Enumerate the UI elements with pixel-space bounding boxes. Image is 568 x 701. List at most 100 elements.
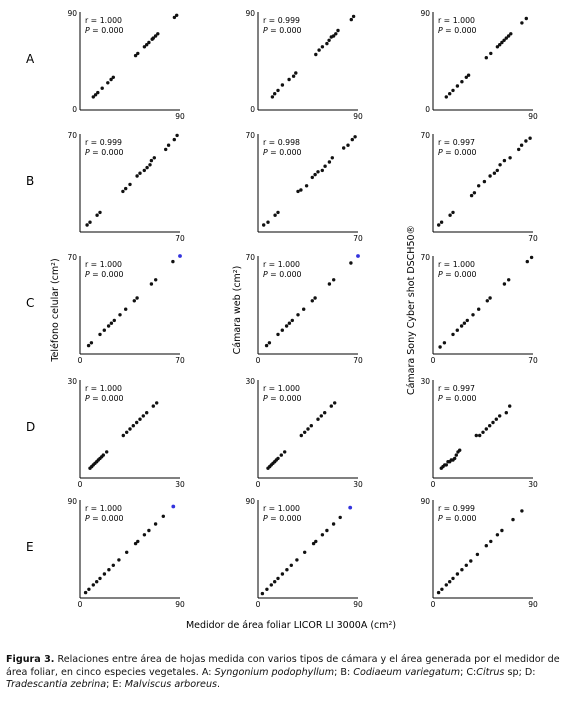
- p-value-d-3: P = 0.000: [438, 394, 477, 403]
- data-point-a-1: [145, 43, 149, 47]
- x-tick-max-e-1: 90: [175, 600, 185, 609]
- data-point-d-2: [316, 417, 320, 421]
- data-point-b-3: [469, 193, 474, 198]
- p-value-b-2: P = 0.000: [263, 148, 302, 157]
- data-point-a-3: [509, 32, 513, 36]
- data-point-a-1: [153, 34, 158, 38]
- x-tick-max-a-2: 90: [353, 112, 363, 121]
- data-point-a-1: [151, 36, 155, 40]
- data-point-e-1: [102, 572, 107, 576]
- data-point-e-2: [338, 515, 342, 520]
- data-point-c-3: [462, 321, 467, 325]
- highlight-point-c-1: [178, 254, 182, 258]
- x-tick-max-b-1: 70: [175, 234, 185, 243]
- data-point-a-1: [172, 15, 177, 20]
- caption-text: ; E:: [106, 679, 125, 691]
- data-point-b-2: [262, 223, 266, 227]
- data-point-d-1: [151, 404, 155, 408]
- caption-species-e: Malviscus arboreus: [124, 679, 218, 691]
- y-tick-max-c-3: 70: [420, 253, 430, 262]
- data-point-b-2: [273, 213, 277, 217]
- p-symbol: P: [438, 148, 443, 157]
- p-symbol: P: [85, 26, 90, 35]
- x-tick-max-b-2: 70: [353, 234, 363, 243]
- p-value-e-3: P = 0.000: [438, 514, 477, 523]
- p-symbol: P: [263, 514, 268, 523]
- data-point-a-2: [331, 34, 336, 38]
- data-point-c-1: [112, 318, 117, 323]
- data-point-d-2: [323, 411, 327, 415]
- data-point-b-2: [342, 146, 346, 150]
- caption-text: sp; D:: [504, 666, 536, 678]
- data-point-c-2: [313, 296, 317, 300]
- data-point-a-3: [466, 73, 471, 77]
- p-symbol: P: [263, 26, 268, 35]
- data-point-b-1: [149, 158, 154, 163]
- r-value-c-3: r = 1.000: [438, 260, 475, 269]
- data-point-e-1: [87, 587, 91, 591]
- figure-caption: Figura 3. Relaciones entre área de hojas…: [6, 654, 562, 692]
- data-point-d-3: [484, 427, 488, 431]
- data-point-c-1: [135, 296, 139, 300]
- data-point-e-3: [475, 552, 480, 557]
- data-point-b-3: [472, 191, 477, 195]
- data-point-b-1: [121, 189, 125, 194]
- data-point-a-3: [484, 56, 488, 60]
- y-tick-max-e-3: 90: [420, 497, 430, 506]
- data-point-e-3: [484, 544, 488, 548]
- data-point-d-1: [138, 417, 142, 421]
- x-tick-max-c-2: 70: [353, 356, 363, 365]
- y-tick-max-c-2: 70: [245, 253, 255, 262]
- data-point-d-2: [299, 433, 303, 438]
- data-point-a-3: [506, 34, 511, 38]
- r-value-d-2: r = 1.000: [263, 384, 300, 393]
- data-point-e-3: [469, 559, 473, 563]
- data-point-b-3: [482, 179, 487, 184]
- data-point-d-1: [145, 411, 149, 415]
- x-tick-max-a-1: 90: [175, 112, 185, 121]
- data-point-c-2: [310, 299, 314, 303]
- y-tick-max-b-3: 70: [420, 131, 430, 140]
- p-symbol: P: [438, 270, 443, 279]
- data-point-b-3: [488, 174, 492, 178]
- data-point-d-2: [333, 401, 337, 405]
- data-point-d-3: [491, 420, 495, 425]
- data-point-b-3: [517, 147, 521, 152]
- p-value-e-1: P = 0.000: [85, 514, 124, 523]
- row-label-b: B: [26, 174, 34, 188]
- data-point-b-1: [166, 143, 171, 147]
- data-point-a-2: [276, 88, 280, 93]
- data-point-a-3: [455, 84, 460, 88]
- p-symbol: P: [263, 270, 268, 279]
- x-tick-max-c-3: 70: [528, 356, 538, 365]
- data-point-d-3: [494, 417, 498, 421]
- y-tick-min-a-1: 0: [72, 105, 77, 114]
- y-tick-max-e-2: 90: [245, 497, 255, 506]
- y-tick-max-a-2: 90: [245, 9, 255, 18]
- r-value-a-1: r = 1.000: [85, 16, 122, 25]
- data-point-a-3: [498, 43, 502, 47]
- data-point-b-1: [164, 147, 168, 152]
- p-symbol: P: [85, 394, 90, 403]
- data-point-d-3: [458, 448, 462, 452]
- data-point-b-3: [437, 223, 441, 227]
- data-point-b-3: [498, 163, 502, 167]
- data-point-c-3: [502, 282, 507, 286]
- data-point-c-1: [98, 332, 102, 337]
- data-point-e-1: [161, 514, 165, 518]
- data-point-d-2: [329, 404, 333, 408]
- data-point-e-3: [451, 576, 455, 581]
- data-point-e-3: [464, 563, 468, 567]
- data-point-b-2: [304, 184, 309, 188]
- data-point-b-3: [502, 158, 507, 163]
- y-tick-min-a-2: 0: [250, 105, 255, 114]
- data-point-e-1: [107, 568, 111, 572]
- data-point-a-2: [287, 77, 291, 82]
- data-point-e-1: [136, 539, 140, 544]
- data-point-c-3: [507, 278, 511, 282]
- caption-species-b: Codiaeum variegatum: [353, 666, 461, 678]
- data-point-a-1: [142, 45, 147, 49]
- x-tick-max-c-1: 70: [175, 356, 185, 365]
- data-point-d-2: [319, 414, 323, 418]
- data-point-a-2: [270, 95, 275, 99]
